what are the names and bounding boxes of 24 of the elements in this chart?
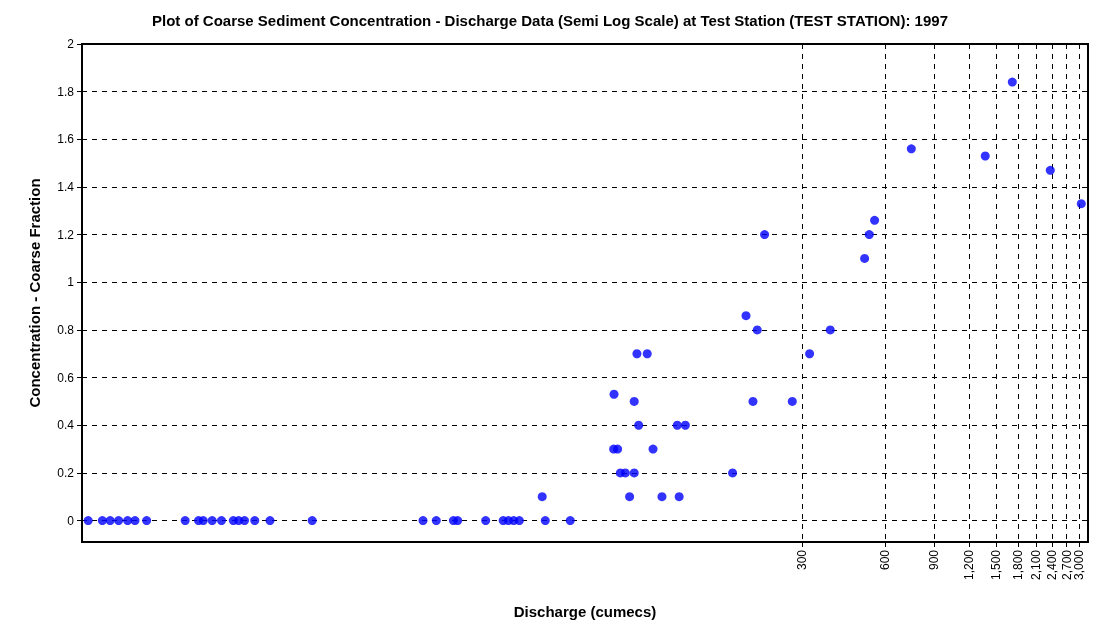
x-tick-label: 1,500 [988, 549, 1003, 581]
y-tick-label: 1.4 [57, 179, 75, 194]
y-tick-label: 0.4 [57, 418, 75, 433]
x-tick-label: 1,200 [961, 549, 976, 581]
x-tick-label: 3,000 [1072, 549, 1087, 581]
y-axis-title: Concentration - Coarse Fraction [26, 178, 43, 408]
x-tick-label: 2,700 [1059, 549, 1074, 581]
x-tick-label: 1,800 [1010, 549, 1025, 581]
x-tick-label: 600 [878, 549, 893, 571]
x-tick-label: 2,400 [1045, 549, 1060, 581]
y-tick-label: 0 [67, 513, 75, 528]
y-tick-label: 0.8 [57, 322, 75, 337]
y-tick-label: 2 [67, 37, 75, 51]
x-axis-title: Discharge (cumecs) [513, 603, 657, 620]
y-tick-label: 1.8 [57, 84, 75, 99]
x-tick-label: 900 [927, 549, 942, 571]
y-tick-label: 1.6 [57, 132, 75, 147]
chart-title: Plot of Coarse Sediment Concentration - Discharge Data (Semi Log Scale) at Test Station (TEST STATION): 1997 [152, 12, 948, 29]
y-tick-label: 1 [67, 275, 75, 290]
y-tick-label: 1.2 [57, 227, 75, 242]
x-tick-label: 2,100 [1029, 549, 1044, 581]
x-tick-label: 300 [794, 549, 809, 571]
y-tick-label: 0.2 [57, 465, 75, 480]
y-tick-label: 0.6 [57, 370, 75, 385]
